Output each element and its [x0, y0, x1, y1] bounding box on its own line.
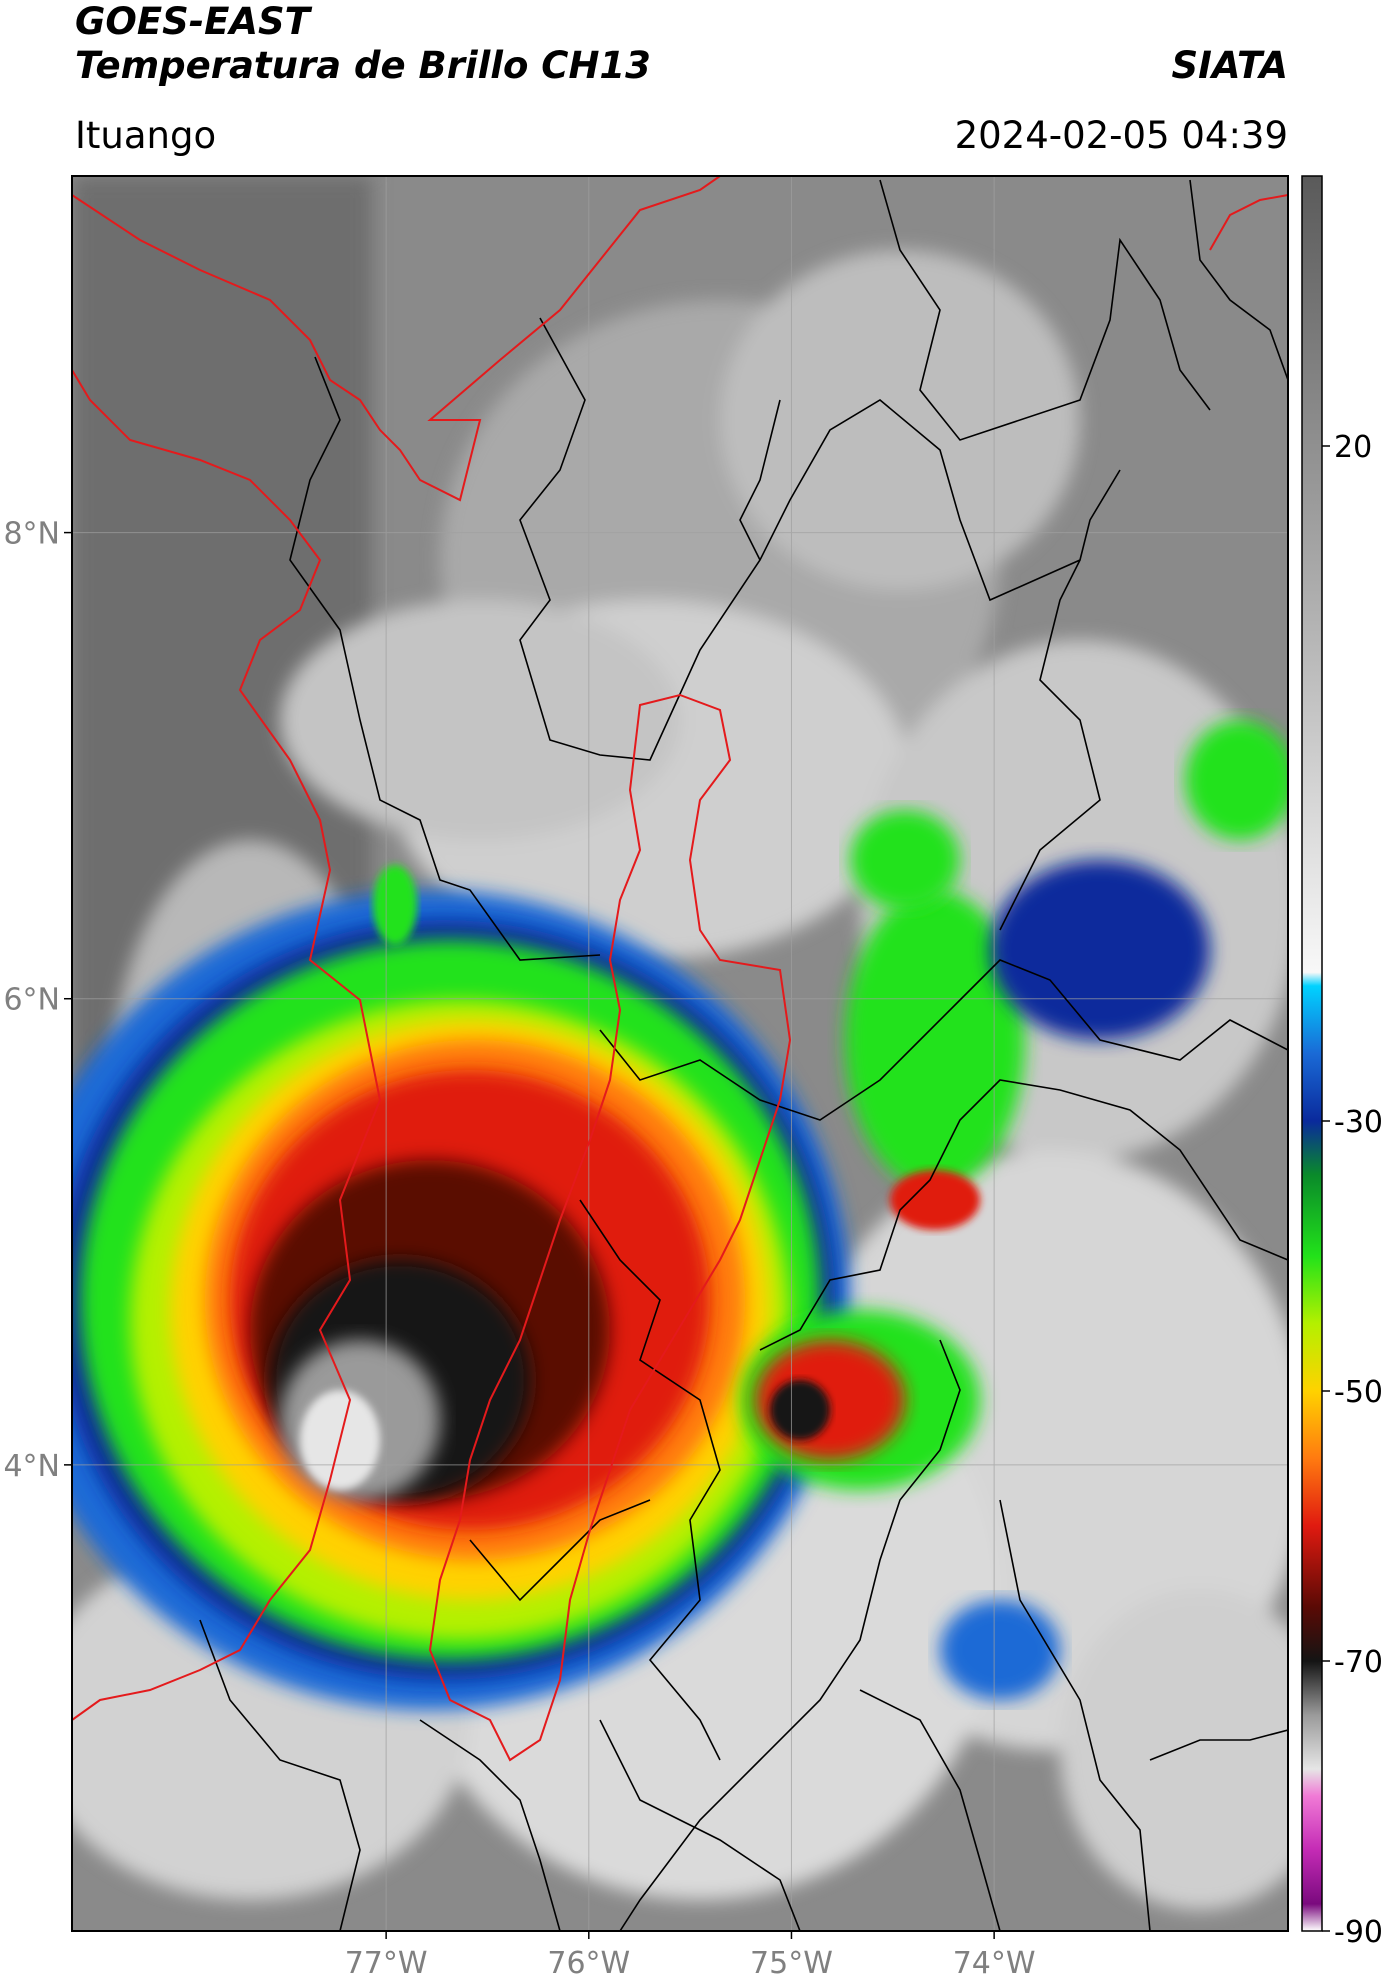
department-boundaries	[199, 179, 1288, 1931]
colorbar-tick-label: -50	[1334, 1375, 1383, 1410]
colorbar-tick-label: -90	[1334, 1915, 1383, 1950]
colorbar: 20 -30 -50 -70 -90	[1301, 175, 1383, 1950]
satellite-title: GOES-EAST	[75, 0, 310, 43]
product-title: Temperatura de Brillo CH13	[75, 44, 651, 87]
convective-system-main	[72, 890, 850, 1710]
lon-tick-label: 76°W	[547, 1946, 630, 1981]
colorbar-tick-label: -30	[1334, 1105, 1383, 1140]
lon-tick-label: 75°W	[750, 1946, 833, 1981]
colorbar-ticks: 20 -30 -50 -70 -90	[1322, 430, 1383, 1950]
lat-tick-label: 6°N	[3, 983, 60, 1018]
timestamp-label: 2024-02-05 04:39	[954, 114, 1288, 157]
lat-tick-label: 8°N	[3, 517, 60, 552]
colorbar-tick-label: 20	[1334, 430, 1372, 465]
brand-label: SIATA	[1171, 44, 1288, 87]
lon-tick-label: 77°W	[345, 1946, 428, 1981]
region-label: Ituango	[75, 114, 217, 157]
map-frame	[71, 175, 1289, 1932]
colorbar-scale	[1301, 175, 1323, 1932]
latitude-ticks: 8°N 6°N 4°N	[3, 517, 72, 1484]
convective-system-east	[373, 720, 1288, 1700]
coast-and-study-area	[72, 176, 1288, 1762]
lat-tick-label: 4°N	[3, 1449, 60, 1484]
lon-tick-label: 74°W	[953, 1946, 1036, 1981]
longitude-ticks: 77°W 76°W 75°W 74°W	[345, 1931, 1036, 1981]
map-gridlines	[72, 176, 1288, 1931]
satellite-image	[72, 176, 1288, 1931]
colorbar-tick-label: -70	[1334, 1645, 1383, 1680]
